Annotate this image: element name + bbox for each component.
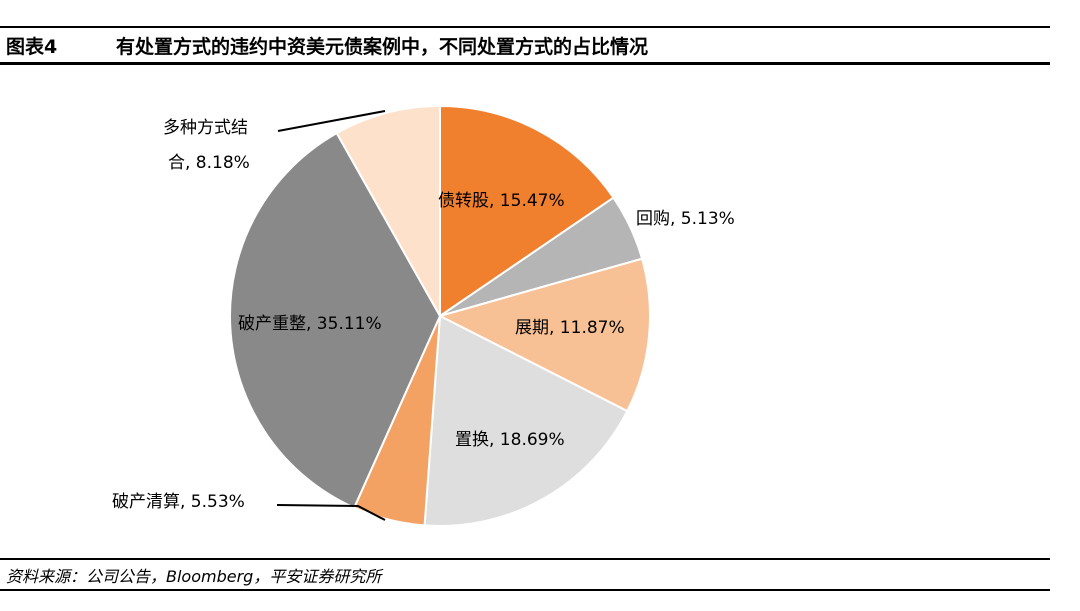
- pie-slice-reorganization: [229, 131, 442, 509]
- footer-rule: [0, 589, 1050, 591]
- bottom-rule: [0, 558, 1050, 560]
- slice-label-buyback: 回购, 5.13%: [636, 209, 735, 229]
- leader-lines: [276, 110, 386, 521]
- pie-chart: 债转股, 15.47% 回购, 5.13% 展期, 11.87% 置换, 18.…: [112, 104, 735, 527]
- pie-slice-extension: [437, 257, 651, 413]
- slice-label-extension: 展期, 11.87%: [515, 318, 625, 338]
- title-rule: [0, 62, 1050, 65]
- slice-labels: 债转股, 15.47% 回购, 5.13% 展期, 11.87% 置换, 18.…: [112, 118, 735, 512]
- leader-line-multi-method: [277, 110, 386, 132]
- slice-label-multi-method-line2: 合, 8.18%: [168, 153, 250, 173]
- source-note: 资料来源：公司公告，Bloomberg，平安证券研究所: [6, 567, 382, 586]
- leader-line-liquidation: [276, 504, 386, 521]
- slice-label-reorganization: 破产重整, 35.11%: [238, 314, 382, 334]
- top-rule: [0, 26, 1050, 28]
- pie-slice-multi-method: [335, 104, 441, 320]
- pie-slices: [229, 104, 651, 527]
- pie-slice-exchange: [423, 314, 629, 527]
- figure-number: 图表4: [6, 35, 58, 58]
- figure-title: 有处置方式的违约中资美元债案例中，不同处置方式的占比情况: [116, 35, 649, 58]
- pie-slice-debt-to-equity: [439, 104, 615, 318]
- slice-label-multi-method-line1: 多种方式结: [163, 118, 248, 138]
- figure-header: 图表4 有处置方式的违约中资美元债案例中，不同处置方式的占比情况: [6, 31, 648, 59]
- slice-label-debt-to-equity: 债转股, 15.47%: [438, 191, 565, 211]
- slice-label-exchange: 置换, 18.69%: [455, 430, 565, 450]
- slice-label-liquidation: 破产清算, 5.53%: [112, 492, 245, 512]
